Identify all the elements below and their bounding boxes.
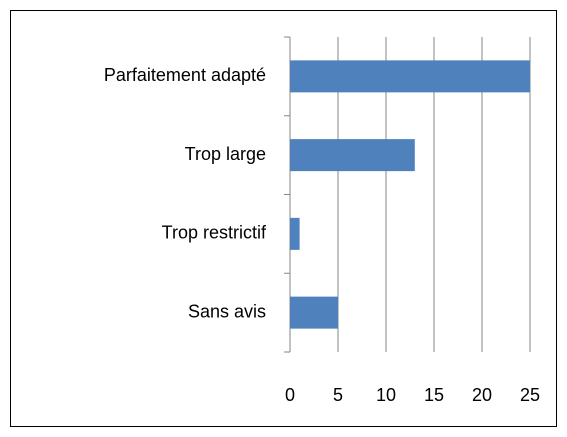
y-tick-label: Sans avis [188,301,266,321]
bar [290,139,415,172]
bar [290,217,300,250]
x-tick-label: 20 [472,385,492,405]
x-tick-label: 10 [376,385,396,405]
bar [290,60,530,93]
x-tick-label: 5 [333,385,343,405]
x-tick-label: 25 [520,385,540,405]
bar [290,296,338,329]
y-tick-label: Trop large [185,144,266,164]
x-tick-label: 0 [285,385,295,405]
x-tick-label: 15 [424,385,444,405]
y-tick-label: Parfaitement adapté [104,65,266,85]
y-tick-label: Trop restrictif [162,223,267,243]
